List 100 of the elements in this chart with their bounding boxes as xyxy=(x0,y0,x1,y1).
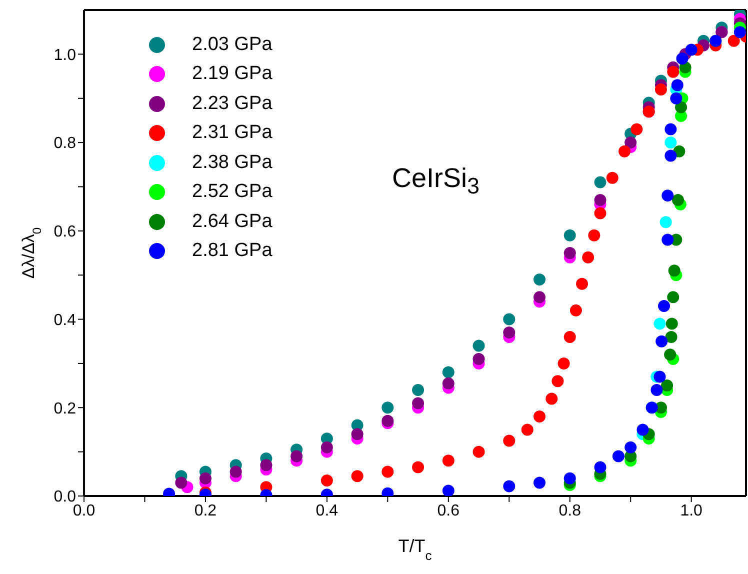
point xyxy=(685,44,698,56)
point xyxy=(668,264,680,277)
point xyxy=(570,304,582,316)
point xyxy=(412,461,424,474)
point xyxy=(382,466,394,478)
point xyxy=(675,101,688,114)
point xyxy=(564,247,576,259)
point xyxy=(320,474,333,487)
point xyxy=(666,318,678,330)
y-tick-label: 0.2 xyxy=(54,400,76,418)
point xyxy=(728,34,740,47)
point xyxy=(521,424,534,436)
point xyxy=(582,251,594,264)
y-tick-label: 0.6 xyxy=(54,224,76,241)
legend-label: 2.23 GPa xyxy=(192,92,272,115)
legend-label: 2.38 GPa xyxy=(192,152,272,174)
y-tick-label: 0.8 xyxy=(54,135,76,152)
annotation: CeIrSi$_{3}$ xyxy=(392,163,480,198)
point xyxy=(671,79,684,92)
point xyxy=(534,410,546,422)
y-tick-label: 1.0 xyxy=(54,46,76,64)
point xyxy=(199,472,212,484)
point xyxy=(664,348,676,361)
x-tick-label: 1.0 xyxy=(680,502,703,520)
point xyxy=(576,278,588,290)
point xyxy=(654,370,666,383)
point xyxy=(676,52,688,65)
point xyxy=(442,377,454,390)
point xyxy=(503,313,516,326)
point xyxy=(472,340,485,352)
point xyxy=(624,136,637,149)
y-tick-label: 0.4 xyxy=(54,312,76,329)
point xyxy=(667,291,680,304)
x-tick-label: 0.8 xyxy=(558,502,582,520)
point xyxy=(624,441,637,454)
legend-label: 2.03 GPa xyxy=(192,34,272,56)
point xyxy=(670,92,682,104)
point xyxy=(503,434,516,447)
point xyxy=(503,326,516,339)
point xyxy=(618,145,631,158)
point xyxy=(594,194,606,206)
point xyxy=(664,123,677,136)
point xyxy=(260,459,272,472)
point xyxy=(667,66,680,78)
point xyxy=(442,484,454,496)
point xyxy=(658,300,670,312)
point xyxy=(534,476,546,489)
point xyxy=(534,274,546,286)
x-tick-label: 0.6 xyxy=(437,502,460,520)
point xyxy=(351,428,364,440)
point xyxy=(654,84,667,96)
point xyxy=(472,446,485,458)
point xyxy=(382,402,394,414)
legend-label: 2.64 GPa xyxy=(192,210,272,233)
x-tick-label: 0.2 xyxy=(194,502,217,520)
point xyxy=(594,461,606,474)
point xyxy=(662,234,674,246)
point xyxy=(665,330,678,343)
point xyxy=(612,450,624,462)
point xyxy=(661,380,674,392)
x-tick-label: 0.4 xyxy=(316,502,338,520)
legend-label: 2.31 GPa xyxy=(192,122,272,144)
point xyxy=(564,229,576,242)
point xyxy=(552,375,564,388)
point xyxy=(382,414,394,427)
point xyxy=(175,476,188,489)
point xyxy=(672,194,684,206)
point xyxy=(472,353,485,366)
point xyxy=(650,384,663,396)
point xyxy=(654,318,666,330)
point xyxy=(534,291,546,304)
point xyxy=(662,190,674,202)
point xyxy=(606,172,618,184)
point xyxy=(564,472,576,484)
point xyxy=(351,470,364,482)
legend-label: 2.19 GPa xyxy=(192,63,272,86)
point xyxy=(664,150,677,162)
point xyxy=(660,216,672,228)
point xyxy=(630,123,643,136)
point xyxy=(664,136,677,149)
point xyxy=(636,424,649,436)
legend-label: 2.81 GPa xyxy=(192,240,272,262)
point xyxy=(442,454,454,467)
point xyxy=(546,392,558,405)
point xyxy=(442,366,454,378)
legend-label: 2.52 GPa xyxy=(192,181,272,204)
point xyxy=(594,176,606,188)
point xyxy=(594,207,606,220)
point xyxy=(412,384,424,396)
point xyxy=(656,335,668,348)
point xyxy=(564,330,576,343)
point xyxy=(558,357,570,370)
point xyxy=(230,466,242,478)
point xyxy=(503,480,516,492)
point xyxy=(412,397,424,410)
x-axis-title: T/T$_{c}$ xyxy=(398,536,432,562)
point xyxy=(588,229,600,242)
point xyxy=(290,450,303,462)
point xyxy=(734,26,746,38)
point xyxy=(320,441,333,454)
